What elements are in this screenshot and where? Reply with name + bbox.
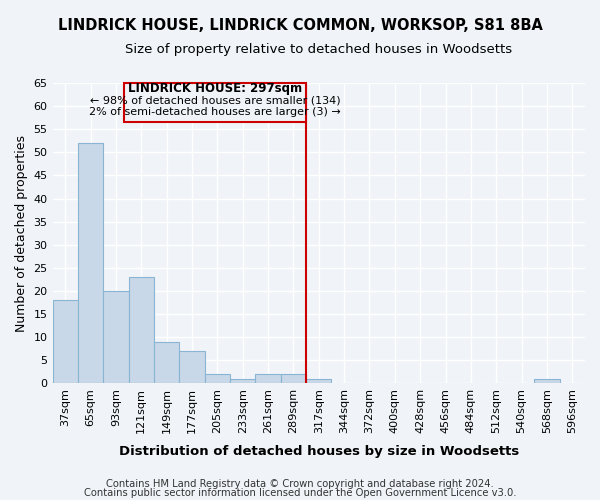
Bar: [154, 342, 179, 384]
Bar: [128, 277, 154, 384]
Bar: [103, 291, 128, 384]
Bar: [534, 379, 560, 384]
Bar: [230, 379, 256, 384]
Text: Contains public sector information licensed under the Open Government Licence v3: Contains public sector information licen…: [84, 488, 516, 498]
Text: LINDRICK HOUSE, LINDRICK COMMON, WORKSOP, S81 8BA: LINDRICK HOUSE, LINDRICK COMMON, WORKSOP…: [58, 18, 542, 32]
Bar: [124, 83, 306, 122]
Bar: [306, 379, 331, 384]
X-axis label: Distribution of detached houses by size in Woodsetts: Distribution of detached houses by size …: [119, 444, 519, 458]
Y-axis label: Number of detached properties: Number of detached properties: [15, 134, 28, 332]
Bar: [179, 351, 205, 384]
Bar: [53, 300, 78, 384]
Text: LINDRICK HOUSE: 297sqm: LINDRICK HOUSE: 297sqm: [128, 82, 302, 95]
Text: ← 98% of detached houses are smaller (134): ← 98% of detached houses are smaller (13…: [89, 95, 340, 105]
Text: 2% of semi-detached houses are larger (3) →: 2% of semi-detached houses are larger (3…: [89, 106, 341, 117]
Bar: [78, 143, 103, 384]
Title: Size of property relative to detached houses in Woodsetts: Size of property relative to detached ho…: [125, 42, 512, 56]
Text: Contains HM Land Registry data © Crown copyright and database right 2024.: Contains HM Land Registry data © Crown c…: [106, 479, 494, 489]
Bar: [205, 374, 230, 384]
Bar: [256, 374, 281, 384]
Bar: [281, 374, 306, 384]
